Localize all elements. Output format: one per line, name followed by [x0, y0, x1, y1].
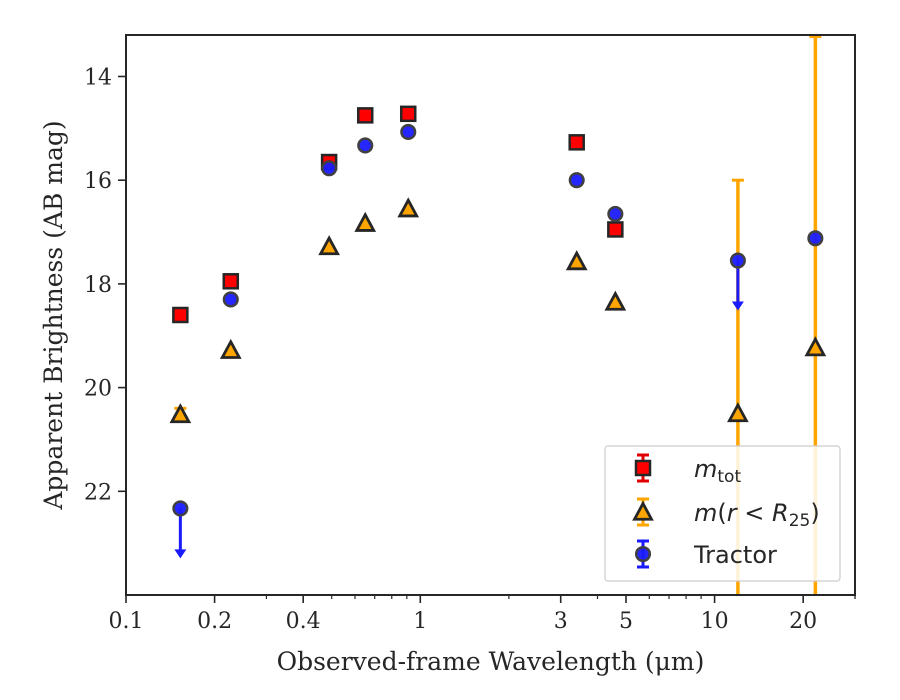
x-tick-label-6: 10: [701, 609, 729, 634]
series-1-point-4: [397, 197, 420, 218]
y-tick-label-1: 16: [84, 169, 112, 194]
x-tick-label-0: 0.1: [109, 609, 144, 634]
series-2-point-6: [607, 205, 624, 222]
y-tick-label-4: 22: [84, 480, 112, 505]
axis-ticks: 0.1 0.2 0.4 1 3 5 10 20 14 16 18 20 22: [84, 65, 856, 634]
series-0-point-1: [222, 273, 240, 290]
legend-label-1: m(r < R25): [694, 499, 820, 531]
x-tick-label-4: 3: [554, 609, 568, 634]
series-1: [169, 35, 827, 595]
series-1-point-8: [804, 336, 827, 357]
series-1-point-2: [318, 235, 340, 256]
x-tick-label-3: 1: [413, 609, 427, 634]
x-axis-label: Observed-frame Wavelength (μm): [277, 647, 705, 676]
legend-marker-2: [634, 545, 652, 563]
legend-marker-0: [634, 459, 652, 477]
series-2-limit-arrow-7: [731, 301, 744, 311]
x-tick-label-7: 20: [789, 609, 817, 634]
plot-frame: [125, 34, 856, 596]
series-0-point-0: [172, 306, 189, 324]
series-0-point-4: [399, 105, 417, 123]
y-tick-label-3: 20: [84, 377, 112, 402]
legend-label-2: Tractor: [693, 541, 777, 569]
series-2-point-1: [222, 291, 239, 308]
series-2-point-0: [172, 500, 189, 517]
plot-marks: [169, 35, 827, 595]
legend-box: [604, 445, 841, 582]
series-0-point-5: [568, 134, 585, 151]
series-2-point-7: [729, 252, 746, 269]
legend-label-0: mtot: [694, 455, 741, 487]
series-1-point-1: [219, 338, 242, 359]
series-1-point-0: [169, 403, 192, 424]
legend-marker-1: [632, 500, 654, 521]
series-2-point-4: [400, 123, 417, 141]
y-axis-label: Apparent Brightness (AB mag): [39, 120, 68, 510]
series-1-point-5: [565, 250, 588, 271]
series-2-limit-arrow-0: [174, 549, 187, 559]
x-tick-label-2: 0.4: [286, 609, 321, 634]
series-0: [172, 105, 624, 324]
series-1-point-3: [354, 211, 377, 232]
series-2-point-3: [357, 137, 374, 154]
series-2: [172, 123, 824, 559]
series-1-point-7: [727, 402, 749, 423]
y-tick-label-0: 14: [84, 65, 112, 90]
series-0-point-6: [607, 221, 624, 238]
series-0-point-3: [356, 107, 374, 124]
series-2-point-5: [568, 172, 585, 189]
series-1-point-6: [604, 290, 627, 311]
y-tick-label-2: 18: [84, 273, 112, 298]
x-tick-label-1: 0.2: [197, 609, 232, 634]
legend: mtot m(r < R25) Tractor: [604, 445, 841, 582]
series-2-point-8: [807, 230, 824, 247]
series-2-point-2: [321, 160, 338, 177]
x-tick-label-5: 5: [619, 609, 633, 634]
